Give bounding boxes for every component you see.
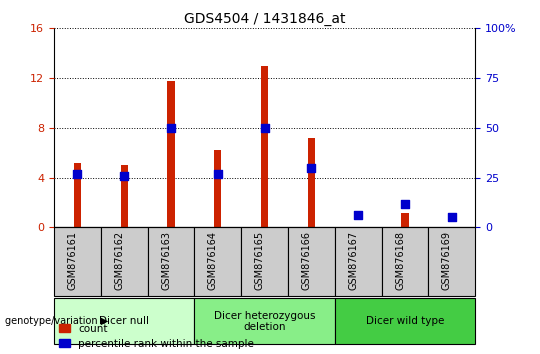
Bar xyxy=(402,212,409,227)
Bar xyxy=(194,227,241,296)
Text: Dicer heterozygous
deletion: Dicer heterozygous deletion xyxy=(214,310,315,332)
Point xyxy=(120,173,129,178)
Bar xyxy=(167,81,174,227)
Bar xyxy=(147,227,194,296)
Bar xyxy=(335,298,475,344)
Text: GSM876163: GSM876163 xyxy=(161,231,171,290)
Text: GSM876169: GSM876169 xyxy=(442,231,452,290)
Point xyxy=(307,165,316,171)
Text: GSM876161: GSM876161 xyxy=(68,231,77,290)
Bar xyxy=(101,227,147,296)
Bar xyxy=(382,227,428,296)
Bar xyxy=(261,65,268,227)
Bar xyxy=(288,227,335,296)
Text: genotype/variation ▶: genotype/variation ▶ xyxy=(5,316,109,326)
Text: GSM876168: GSM876168 xyxy=(395,231,405,290)
Point xyxy=(354,213,362,218)
Point xyxy=(213,171,222,177)
Title: GDS4504 / 1431846_at: GDS4504 / 1431846_at xyxy=(184,12,346,26)
Text: GSM876164: GSM876164 xyxy=(208,231,218,290)
Bar xyxy=(428,227,475,296)
Point xyxy=(401,201,409,206)
Bar xyxy=(74,163,81,227)
Text: GSM876165: GSM876165 xyxy=(254,231,265,290)
Bar xyxy=(308,138,315,227)
Point xyxy=(448,215,456,220)
Point xyxy=(167,125,176,131)
Bar xyxy=(241,227,288,296)
Bar xyxy=(54,298,194,344)
Legend: count, percentile rank within the sample: count, percentile rank within the sample xyxy=(59,324,254,349)
Bar xyxy=(194,298,335,344)
Point xyxy=(73,171,82,177)
Text: Dicer wild type: Dicer wild type xyxy=(366,316,444,326)
Bar xyxy=(335,227,382,296)
Text: GSM876167: GSM876167 xyxy=(348,231,358,290)
Text: GSM876162: GSM876162 xyxy=(114,231,124,290)
Bar xyxy=(121,165,127,227)
Point xyxy=(260,125,269,131)
Text: Dicer null: Dicer null xyxy=(99,316,149,326)
Text: GSM876166: GSM876166 xyxy=(301,231,312,290)
Bar xyxy=(214,150,221,227)
Bar xyxy=(54,227,101,296)
